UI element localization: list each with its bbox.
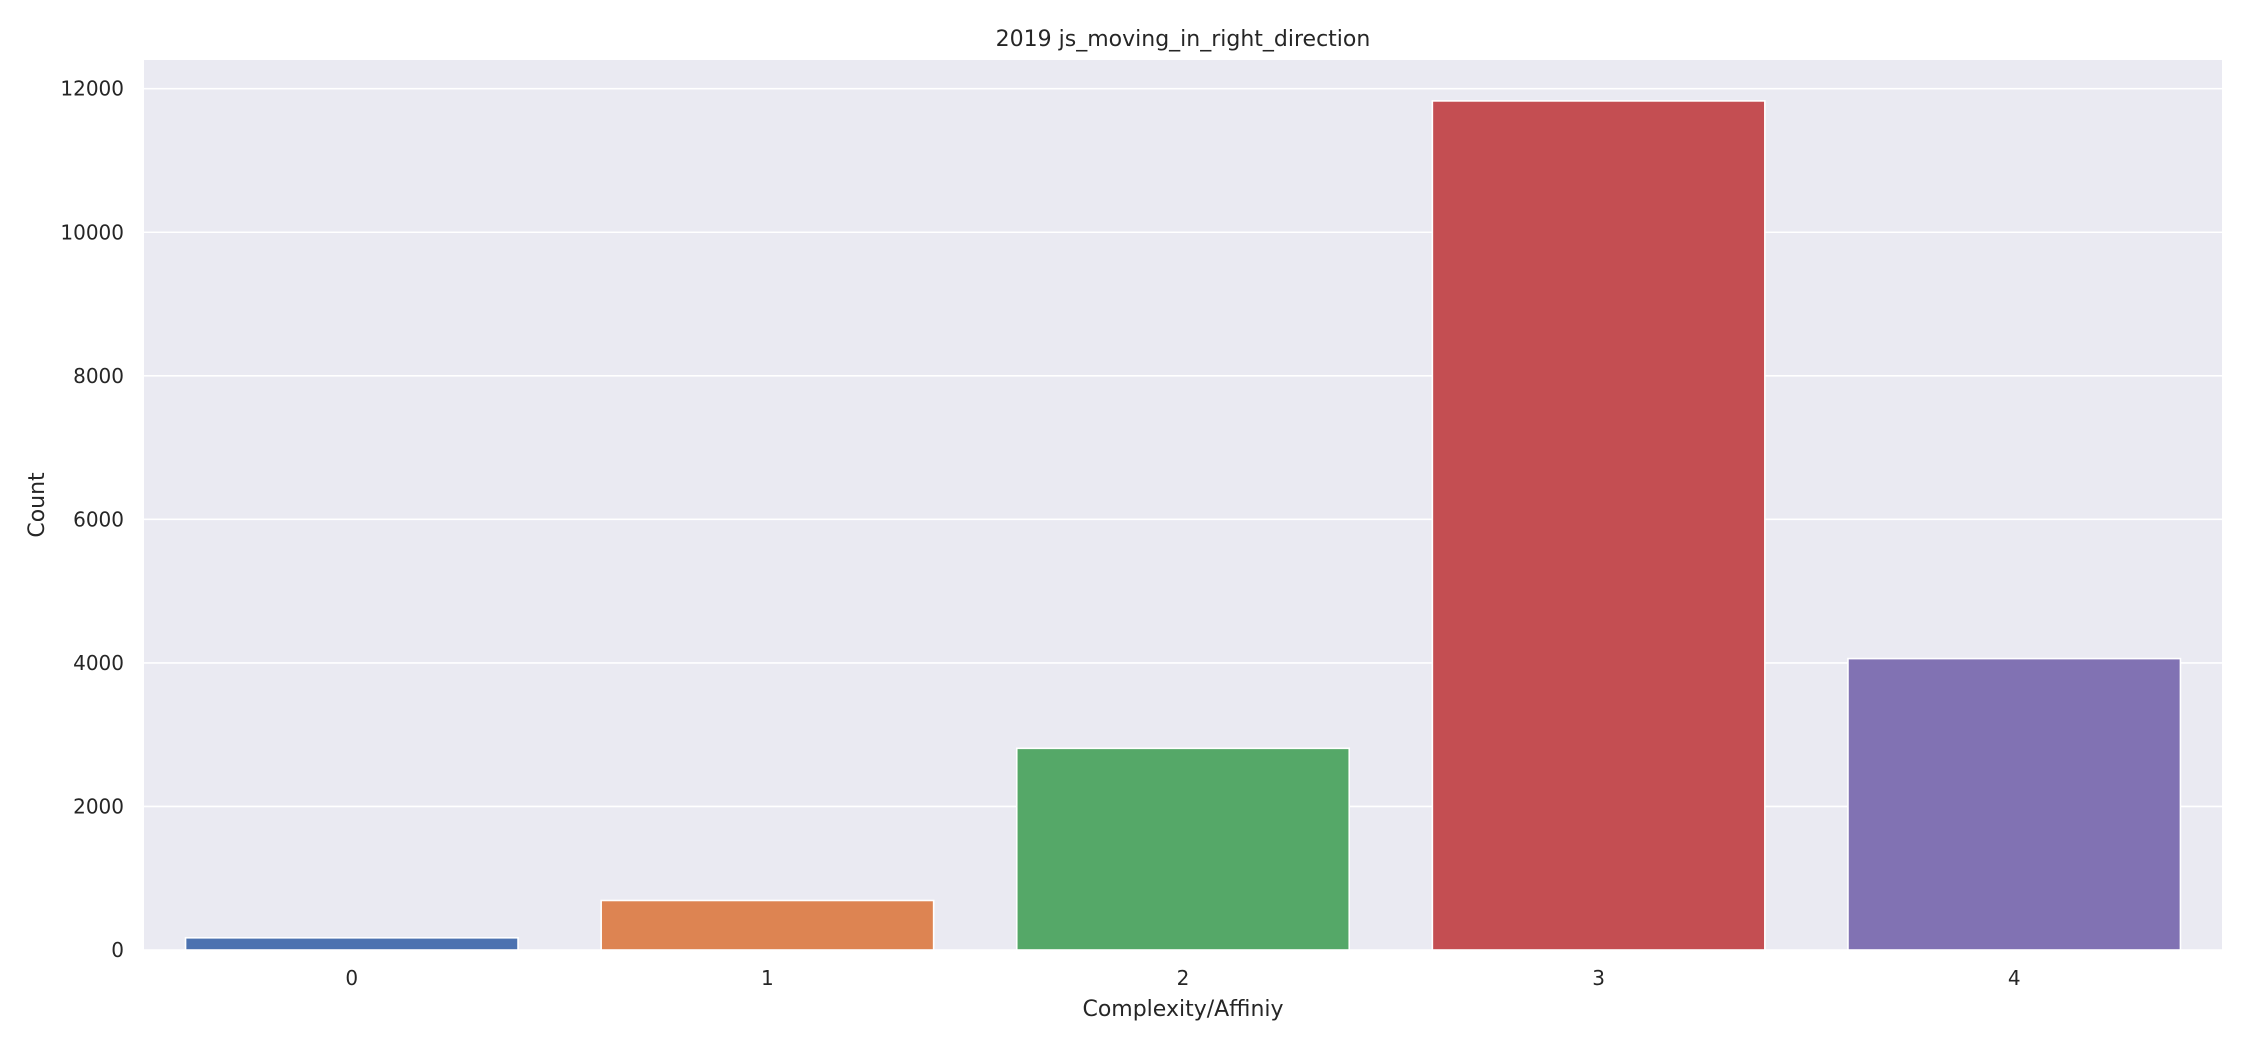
bar-3 [1431, 100, 1766, 951]
x-tick-label: 2 [1177, 966, 1190, 990]
bar-0 [184, 936, 519, 951]
bar-1 [600, 899, 935, 951]
y-tick-label: 2000 [73, 794, 124, 818]
bars [184, 100, 2182, 951]
chart-title: 2019 js_moving_in_right_direction [996, 27, 1371, 52]
y-axis-ticks: 0 2000 4000 6000 8000 10000 12000 [60, 77, 124, 962]
y-tick-label: 8000 [73, 364, 124, 388]
bar-2 [1015, 747, 1351, 951]
x-tick-label: 0 [345, 966, 358, 990]
y-tick-label: 0 [111, 938, 124, 962]
y-tick-label: 10000 [60, 220, 124, 244]
y-axis-label: Count [25, 472, 50, 538]
x-tick-label: 1 [761, 966, 774, 990]
y-tick-label: 12000 [60, 77, 124, 101]
x-tick-label: 3 [1592, 966, 1605, 990]
x-axis-ticks: 0 1 2 3 4 [345, 966, 2020, 990]
bar-4 [1847, 657, 2182, 951]
x-axis-label: Complexity/Affiniy [1082, 997, 1283, 1022]
y-tick-label: 4000 [73, 651, 124, 675]
x-tick-label: 4 [2008, 966, 2021, 990]
y-tick-label: 6000 [73, 507, 124, 531]
